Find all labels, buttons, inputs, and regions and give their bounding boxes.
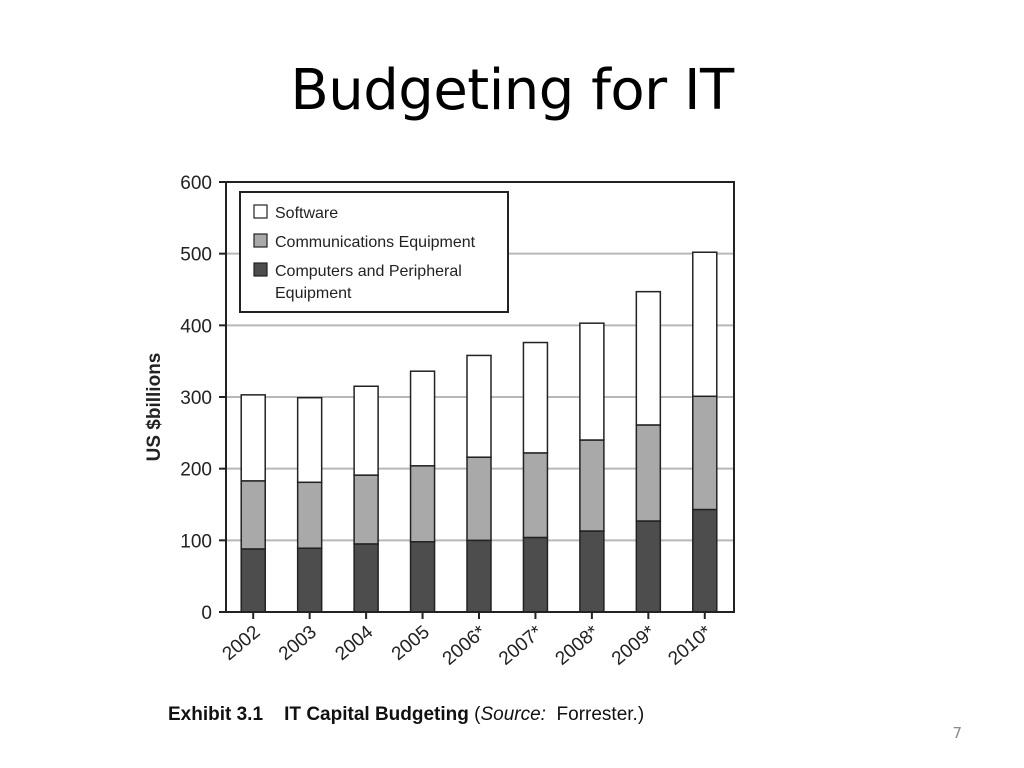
legend-label: Equipment — [275, 285, 352, 302]
bar-segment — [466, 354, 492, 458]
caption-exhibit: Exhibit 3.1 — [168, 704, 264, 725]
bar-segment — [240, 548, 266, 613]
bar-segment — [353, 474, 379, 545]
bar-segment — [296, 481, 323, 549]
caption-source-open: ( — [474, 704, 481, 725]
x-tick-label: 2009* — [608, 621, 660, 669]
page-number: 7 — [952, 724, 962, 742]
legend-label: Computers and Peripheral — [275, 263, 462, 280]
x-tick-label: 2006* — [439, 621, 491, 669]
x-tick-label: 2005 — [388, 622, 434, 665]
y-axis-label: US $billions — [144, 353, 165, 462]
caption-title: IT Capital Budgeting — [284, 704, 469, 725]
bar-segment — [635, 520, 662, 613]
bar-segment — [240, 480, 266, 550]
bar-segment — [522, 536, 549, 613]
y-tick-label: 200 — [180, 460, 212, 481]
legend-swatch — [253, 262, 268, 277]
y-tick-label: 500 — [180, 245, 212, 266]
bar-segment — [692, 395, 718, 511]
legend-label: Communications Equipment — [275, 234, 476, 251]
legend-swatch — [253, 204, 268, 219]
bar-segment — [579, 439, 605, 532]
y-tick-label: 400 — [180, 316, 212, 337]
caption-source-label: Source: — [480, 704, 546, 725]
y-tick-label: 300 — [180, 388, 212, 409]
bar-segment — [466, 539, 492, 613]
bar-segment — [579, 322, 605, 441]
bar-segment — [296, 547, 323, 613]
y-tick-label: 100 — [180, 531, 212, 552]
y-tick-label: 600 — [180, 173, 212, 194]
bar-segment — [522, 341, 549, 454]
bar-segment — [579, 530, 605, 613]
bar-segment — [409, 370, 436, 467]
bar-segment — [692, 508, 718, 613]
x-tick-label: 2004 — [331, 621, 377, 665]
bar-segment — [296, 396, 323, 484]
caption-source-value: Forrester.) — [556, 704, 645, 725]
x-axis-ticks: 2002 2003 2004 2005 2006* 2007* 2008* 2009* 2010… — [219, 612, 716, 670]
x-tick-label: 2010* — [664, 621, 716, 669]
x-tick-label: 2002 — [219, 622, 265, 665]
y-tick-label: 0 — [201, 603, 212, 624]
bar-segment — [522, 452, 549, 539]
bar-segment — [692, 251, 718, 398]
legend: Software Communications Equipment Computer… — [239, 191, 509, 313]
legend-box — [239, 191, 509, 313]
legend-swatch — [253, 233, 268, 248]
legend-label: Software — [275, 205, 338, 222]
bar-segment — [635, 424, 662, 522]
x-tick-label: 2008* — [552, 621, 604, 669]
bar-segment — [353, 543, 379, 613]
figure-caption: Exhibit 3.1 IT Capital Budgeting (Source… — [168, 704, 644, 726]
x-tick-label: 2003 — [275, 622, 321, 665]
bar-segment — [240, 394, 266, 482]
bar-segment — [466, 456, 492, 542]
y-axis-ticks: 0 100 200 300 400 500 600 — [180, 173, 226, 624]
bar-segment — [353, 385, 379, 476]
slide-title: Budgeting for IT — [290, 58, 734, 123]
bar-segment — [635, 290, 662, 426]
bar-segment — [409, 541, 436, 613]
bar-segment — [409, 465, 436, 543]
x-tick-label: 2007* — [495, 621, 547, 669]
